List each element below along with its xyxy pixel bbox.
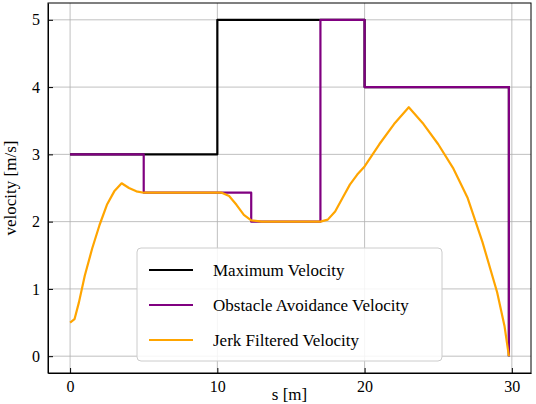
tick-label: 0 <box>67 378 75 395</box>
tick: 0 <box>67 368 75 395</box>
tick-mark <box>48 154 53 155</box>
tick: 2 <box>32 213 53 230</box>
tick-label: 5 <box>32 11 40 28</box>
legend-label: Obstacle Avoidance Velocity <box>213 296 409 315</box>
series-group <box>70 20 509 356</box>
line <box>70 20 509 356</box>
y-axis-title: velocity [m/s] <box>1 141 20 236</box>
grid-line <box>511 3 512 373</box>
tick: 10 <box>210 368 226 395</box>
tick: 0 <box>32 348 53 365</box>
legend-swatch <box>149 269 193 271</box>
tick-mark <box>48 20 53 21</box>
legend-swatch <box>149 304 193 306</box>
legend: Maximum Velocity Obstacle Avoidance Veloc… <box>137 248 442 361</box>
tick-label: 0 <box>32 348 40 365</box>
tick-label: 1 <box>32 281 40 298</box>
tick-mark <box>217 368 218 373</box>
tick-mark <box>365 368 366 373</box>
line <box>70 20 509 356</box>
tick: 30 <box>504 368 520 395</box>
tick-label: 20 <box>357 378 373 395</box>
tick-mark <box>48 87 53 88</box>
tick: 1 <box>32 281 53 298</box>
tick-mark <box>48 289 53 290</box>
x-axis-title: s [m] <box>272 385 307 404</box>
frame <box>48 3 531 373</box>
legend-label: Maximum Velocity <box>213 261 345 280</box>
tick-mark <box>512 368 513 373</box>
chart: 0 10 20 30 0 1 2 3 4 5 Maximum Velocity Obstacle Av… <box>0 0 536 404</box>
tick-label: 10 <box>210 378 226 395</box>
grid-line <box>70 3 71 373</box>
tick-label: 30 <box>504 378 520 395</box>
tick-mark <box>70 368 71 373</box>
tick: 5 <box>32 11 53 28</box>
tick: 3 <box>32 146 53 163</box>
grid <box>48 3 531 373</box>
legend-label: Jerk Filtered Velocity <box>213 331 360 350</box>
legend-box <box>137 248 442 361</box>
tick-label: 3 <box>32 146 40 163</box>
tick-label: 2 <box>32 213 40 230</box>
plot-area: 0 10 20 30 0 1 2 3 4 5 Maximum Velocity Obstacle Av… <box>32 3 532 395</box>
tick-label: 4 <box>32 79 40 96</box>
tick: 4 <box>32 79 53 96</box>
legend-swatch <box>149 339 193 341</box>
y-axis: 0 1 2 3 4 5 <box>32 4 53 374</box>
tick-mark <box>48 356 53 357</box>
tick-mark <box>48 222 53 223</box>
tick: 20 <box>357 368 373 395</box>
